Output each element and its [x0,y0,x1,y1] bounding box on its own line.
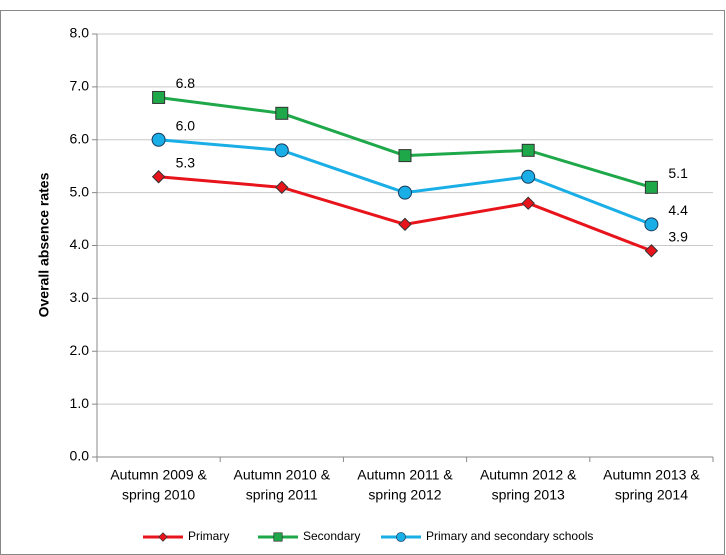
data-label: 5.1 [668,165,688,181]
marker [398,185,412,200]
marker [521,143,535,157]
marker [644,217,659,232]
y-tick-label: 5.0 [70,183,90,199]
x-tick-label: spring 2012 [368,487,441,503]
y-tick-label: 0.0 [70,448,90,464]
legend-marker [158,532,168,542]
marker [152,90,166,104]
x-tick-label: Autumn 2011 & [357,467,453,483]
y-tick-label: 4.0 [70,236,90,252]
marker [151,132,166,147]
y-tick-label: 6.0 [70,130,90,146]
marker [521,196,535,210]
data-label: 6.0 [176,117,196,133]
data-label: 6.8 [176,75,196,91]
y-axis-title: Overall absence rates [36,172,52,317]
legend-label: Primary and secondary schools [426,529,593,543]
legend-marker [396,532,406,542]
marker [275,106,289,120]
y-tick-label: 1.0 [70,395,90,411]
x-tick-label: Autumn 2013 & [603,467,700,483]
x-tick-label: spring 2013 [492,487,565,503]
marker [644,244,659,258]
data-label: 5.3 [176,154,196,170]
chart-border [0,10,725,555]
marker [644,180,658,194]
data-label: 4.4 [668,202,688,218]
marker [398,217,412,232]
y-tick-label: 2.0 [70,342,90,358]
x-tick-label: Autumn 2012 & [480,467,577,483]
marker [274,143,289,158]
y-tick-label: 7.0 [70,78,90,94]
data-label: 3.9 [668,228,688,244]
x-tick-label: spring 2011 [246,487,318,503]
marker [275,180,289,195]
legend-label: Secondary [303,529,360,543]
marker [398,149,412,163]
x-tick-label: spring 2010 [122,487,195,503]
y-tick-label: 3.0 [70,289,90,305]
x-tick-label: Autumn 2010 & [234,467,331,483]
x-tick-label: spring 2014 [615,487,688,503]
marker [151,170,166,184]
marker [521,169,536,184]
legend-label: Primary [188,529,229,543]
y-tick-label: 8.0 [70,25,90,41]
x-tick-label: Autumn 2009 & [110,467,207,483]
legend-marker [273,532,283,542]
